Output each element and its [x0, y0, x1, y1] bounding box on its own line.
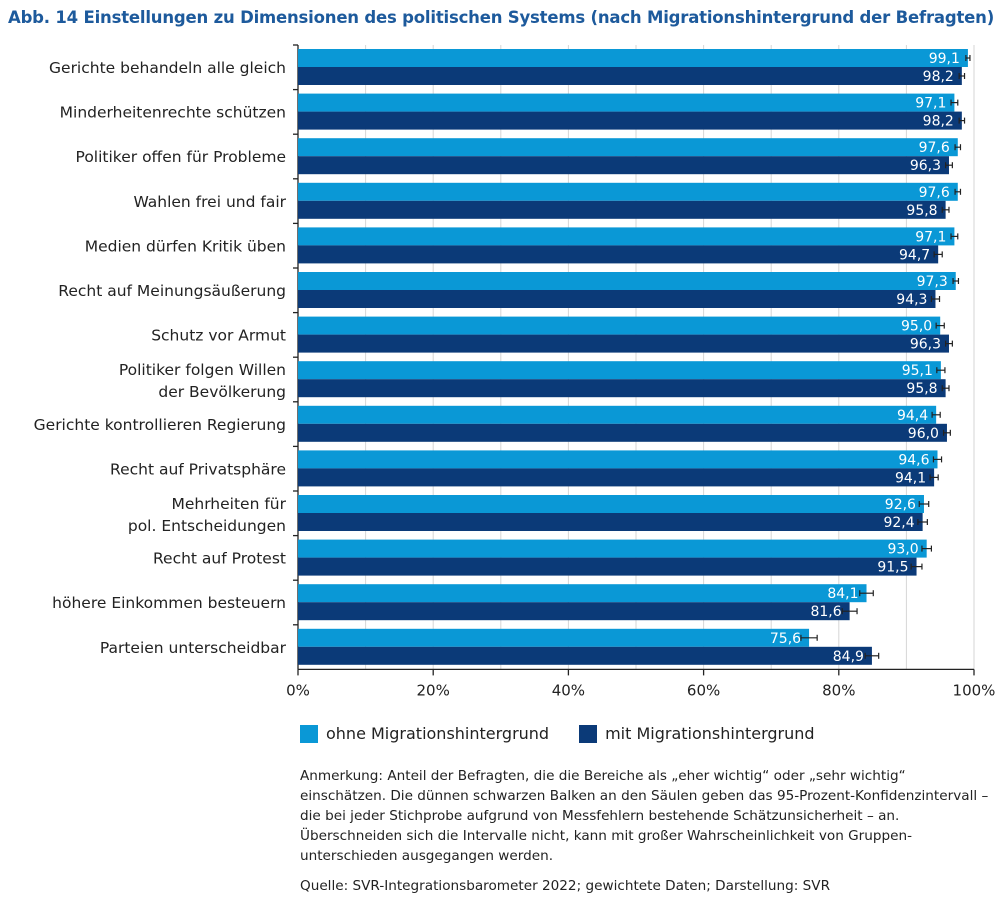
x-tick-label: 100% — [953, 681, 996, 699]
bar-ohne — [298, 539, 927, 558]
category-label: Recht auf Protest — [153, 550, 286, 568]
data-label: 97,6 — [919, 140, 950, 156]
data-label: 94,1 — [895, 470, 926, 486]
bar-ohne — [298, 93, 955, 112]
data-label: 95,0 — [901, 319, 932, 335]
bar-mit — [298, 468, 935, 487]
bar-ohne — [298, 450, 938, 469]
bar-mit — [298, 245, 939, 264]
chart-note: Anmerkung: Anteil der Befragten, die die… — [300, 768, 989, 864]
legend-item-mit: mit Migrationshintergrund — [579, 724, 815, 743]
category-label: höhere Einkommen besteuern — [52, 594, 286, 612]
data-label: 84,9 — [833, 649, 864, 665]
x-tick-label: 60% — [687, 681, 720, 699]
bar-mit — [298, 334, 949, 353]
data-label: 95,1 — [902, 363, 933, 379]
data-label: 96,0 — [908, 426, 939, 442]
data-label: 96,3 — [910, 337, 941, 353]
category-label: Recht auf Privatsphäre — [110, 460, 286, 478]
category-label: Medien dürfen Kritik üben — [85, 237, 286, 255]
data-label: 93,0 — [888, 542, 919, 558]
data-label: 97,3 — [917, 274, 948, 290]
data-label: 96,3 — [910, 158, 941, 174]
bar-ohne — [298, 495, 924, 513]
data-label: 91,5 — [877, 560, 908, 576]
data-label: 92,4 — [883, 515, 914, 531]
data-label: 98,2 — [923, 69, 954, 85]
category-label: Recht auf Meinungsäußerung — [58, 282, 286, 300]
x-tick-label: 80% — [822, 681, 855, 699]
bar-mit — [298, 646, 872, 665]
bar-ohne — [298, 138, 958, 157]
bar-ohne — [298, 227, 955, 246]
bar-mit — [298, 156, 949, 175]
category-label: Minderheitenrechte schützen — [60, 104, 286, 122]
data-label: 97,1 — [915, 96, 946, 112]
bar-ohne — [298, 316, 941, 335]
bar-ohne — [298, 272, 956, 290]
data-label: 97,1 — [915, 229, 946, 245]
legend-label: mit Migrationshintergrund — [605, 724, 815, 743]
data-label: 99,1 — [929, 51, 960, 67]
chart-title: Abb. 14 Einstellungen zu Dimensionen des… — [8, 8, 995, 27]
category-label: Gerichte behandeln alle gleich — [49, 59, 286, 77]
data-label: 94,6 — [898, 452, 929, 468]
category-label: Schutz vor Armut — [151, 327, 286, 345]
bar-ohne — [298, 584, 867, 603]
data-label: 95,8 — [906, 381, 937, 397]
data-label: 98,2 — [923, 114, 954, 130]
legend: ohne Migrationshintergrund mit Migration… — [300, 724, 815, 743]
legend-swatch — [579, 724, 598, 743]
bar-mit — [298, 379, 946, 398]
data-label: 94,4 — [897, 408, 928, 424]
category-label: Politiker offen für Probleme — [76, 148, 286, 166]
legend-swatch — [300, 724, 318, 743]
bar-mit — [298, 200, 946, 219]
category-label: Parteien unterscheidbar — [100, 639, 287, 657]
data-label: 81,6 — [810, 604, 841, 620]
category-label: Wahlen frei und fair — [133, 193, 286, 211]
legend-label: ohne Migrationshintergrund — [326, 724, 550, 743]
data-label: 97,6 — [919, 185, 950, 201]
bar-ohne — [298, 628, 810, 647]
bar-ohne — [298, 361, 941, 380]
bar-mit — [298, 111, 962, 130]
bar-ohne — [298, 405, 937, 424]
data-label: 94,3 — [896, 292, 927, 308]
legend-item-ohne: ohne Migrationshintergrund — [300, 724, 549, 743]
category-label: Politiker folgen Willen der Bevölkerung — [119, 361, 286, 401]
bar-mit — [298, 67, 962, 85]
bar-mit — [298, 513, 923, 531]
data-label: 75,6 — [770, 631, 801, 647]
bar-chart: Gerichte behandeln alle gleich 99,1 98,2 Mi… — [34, 44, 996, 699]
bar-mit — [298, 423, 947, 442]
chart-source: Quelle: SVR-Integrationsbarometer 2022; … — [300, 878, 831, 894]
data-label: 92,6 — [885, 497, 916, 513]
category-label: Mehrheiten für pol. Entscheidungen — [128, 495, 287, 535]
data-label: 95,8 — [906, 203, 937, 219]
category-label: Gerichte kontrollieren Regierung — [34, 416, 286, 434]
bar-mit — [298, 290, 936, 308]
x-tick-label: 20% — [417, 681, 450, 699]
data-label: 84,1 — [827, 586, 858, 602]
bar-mit — [298, 602, 850, 621]
bar-ohne — [298, 49, 968, 67]
bar-mit — [298, 557, 917, 576]
bar-ohne — [298, 182, 958, 201]
data-label: 94,7 — [899, 247, 930, 263]
x-tick-label: 0% — [286, 681, 310, 699]
x-tick-label: 40% — [552, 681, 585, 699]
